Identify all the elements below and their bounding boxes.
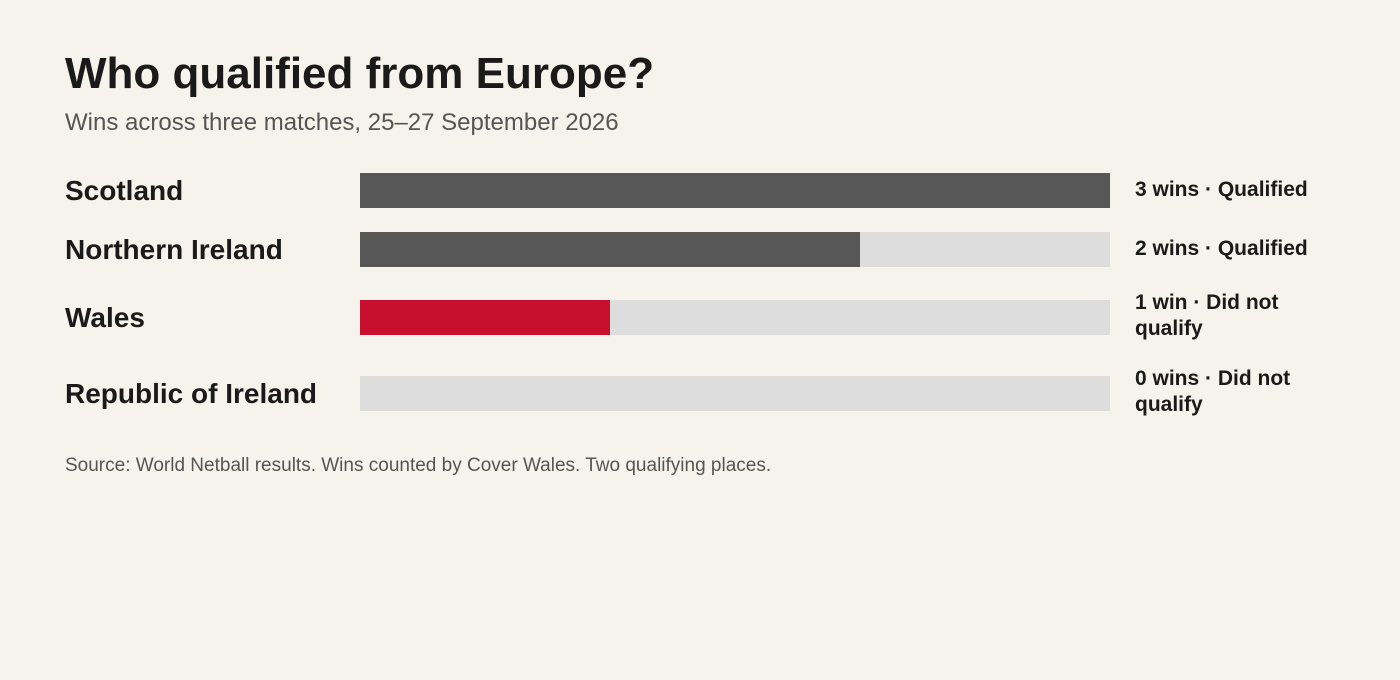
bar-wales bbox=[360, 300, 610, 335]
category-label: Northern Ireland bbox=[65, 234, 283, 265]
category-label: Scotland bbox=[65, 175, 184, 206]
bar-track bbox=[360, 173, 1110, 208]
source-note: Source: World Netball results. Wins coun… bbox=[65, 455, 772, 476]
bar-track bbox=[360, 376, 1110, 411]
bar-northern-ireland bbox=[360, 232, 860, 267]
bar-scotland bbox=[360, 173, 1110, 208]
bar-track bbox=[360, 232, 1110, 267]
value-label: 1 win · Did not qualify bbox=[1135, 291, 1279, 340]
bar-row-republic-of-ireland: Republic of Ireland 0 wins · Did not qua… bbox=[65, 367, 1355, 416]
chart-subtitle: Wins across three matches, 25–27 Septemb… bbox=[65, 109, 619, 136]
value-label: 3 wins · Qualified bbox=[1135, 178, 1308, 201]
bar-track bbox=[360, 300, 1110, 335]
value-label: 0 wins · Did not qualify bbox=[1135, 367, 1291, 416]
value-label: 2 wins · Qualified bbox=[1135, 237, 1308, 260]
bar-row-northern-ireland: Northern Ireland 2 wins · Qualified bbox=[65, 232, 1355, 267]
chart-title: Who qualified from Europe? bbox=[65, 49, 655, 98]
category-label: Wales bbox=[65, 302, 145, 333]
bar-row-scotland: Scotland 3 wins · Qualified bbox=[65, 173, 1355, 208]
category-label: Republic of Ireland bbox=[65, 378, 318, 409]
bar-row-wales: Wales 1 win · Did not qualify bbox=[65, 291, 1355, 340]
